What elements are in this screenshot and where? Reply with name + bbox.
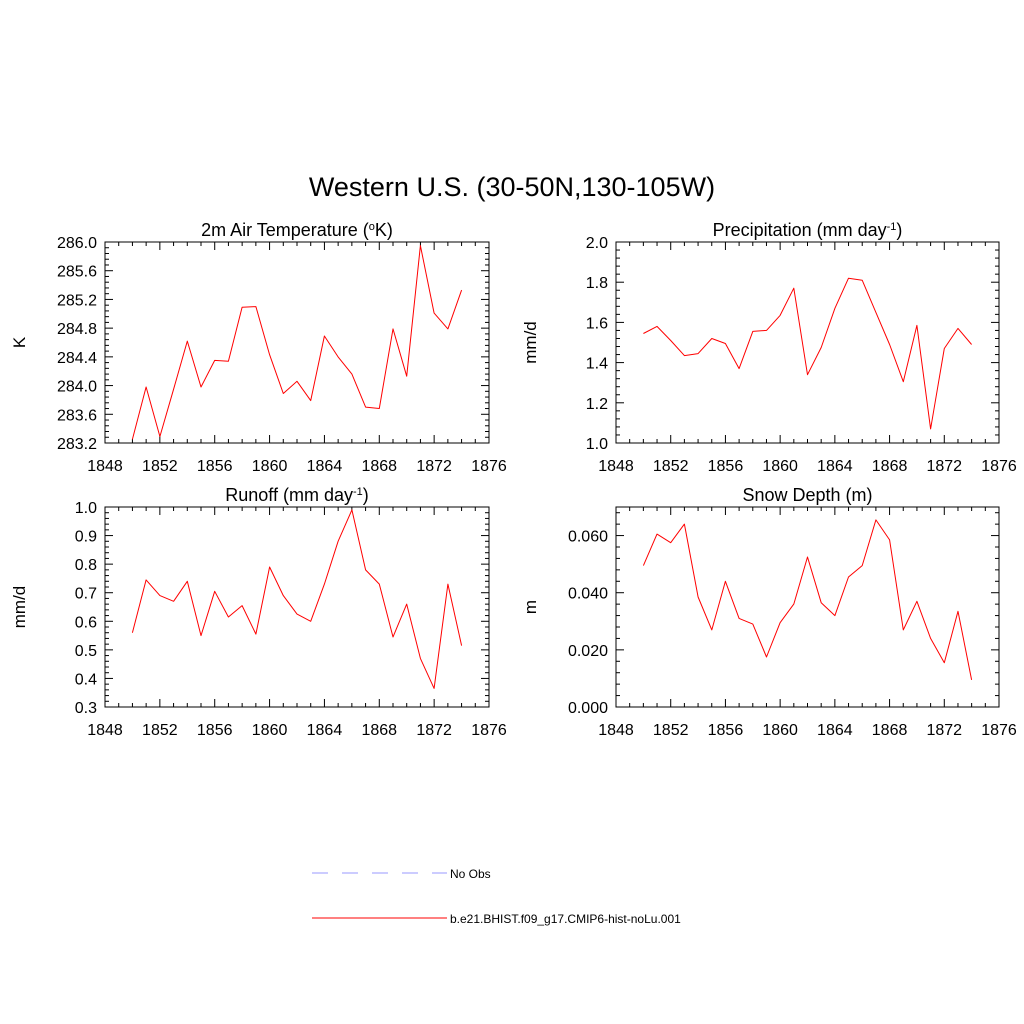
chart-title: Precipitation (mm day-1) bbox=[713, 220, 903, 240]
y-tick-label: 284.0 bbox=[57, 379, 97, 396]
y-axis-label: mm/d bbox=[10, 586, 29, 629]
x-tick-label: 1868 bbox=[361, 458, 397, 475]
chart-title-main: Precipitation (mm day bbox=[713, 220, 887, 240]
x-tick-label: 1848 bbox=[87, 722, 123, 739]
y-tick-label: 285.6 bbox=[57, 264, 97, 281]
figure-title: Western U.S. (30-50N,130-105W) bbox=[309, 172, 715, 202]
chart-title-tail: ) bbox=[363, 485, 369, 505]
x-tick-label: 1856 bbox=[708, 722, 744, 739]
x-tick-label: 1852 bbox=[653, 458, 689, 475]
y-tick-label: 284.4 bbox=[57, 350, 97, 367]
x-tick-label: 1868 bbox=[872, 722, 908, 739]
legend-item: No Obs bbox=[312, 867, 491, 881]
chart-title-main: Runoff (mm day bbox=[225, 485, 353, 505]
y-tick-label: 0.040 bbox=[568, 586, 608, 603]
x-tick-label: 1860 bbox=[762, 722, 798, 739]
x-tick-label: 1864 bbox=[817, 722, 853, 739]
x-tick-label: 1848 bbox=[598, 722, 634, 739]
chart-snow: 1848 1852 1856 1860 1864 1868 1872 1876 0.000 0.0… bbox=[521, 485, 1017, 739]
y-tick-label: 0.7 bbox=[75, 586, 97, 603]
y-tick-label: 283.6 bbox=[57, 407, 97, 424]
chart-title-tail: ) bbox=[896, 220, 902, 240]
y-tick-label: 2.0 bbox=[586, 235, 608, 252]
x-tick-label: 1872 bbox=[416, 722, 452, 739]
y-tick-label: 1.4 bbox=[586, 356, 608, 373]
y-tick-label: 1.2 bbox=[586, 396, 608, 413]
y-axis-label: K bbox=[10, 336, 29, 348]
chart-title-superscript: -1 bbox=[887, 221, 897, 233]
chart-runoff: 1848 1852 1856 1860 1864 1868 1872 1876 0.3 0.4 0.… bbox=[10, 485, 507, 739]
y-tick-label: 0.8 bbox=[75, 557, 97, 574]
y-tick-label: 0.5 bbox=[75, 643, 97, 660]
x-tick-label: 1852 bbox=[653, 722, 689, 739]
y-tick-label: 1.0 bbox=[75, 500, 97, 517]
x-tick-label: 1860 bbox=[762, 458, 798, 475]
chart-temp: 1848 1852 1856 1860 1864 1868 1872 1876 283.2 283… bbox=[10, 220, 507, 475]
chart-precip: 1848 1852 1856 1860 1864 1868 1872 1876 1.0 1.2 1.… bbox=[521, 220, 1017, 475]
legend-item: b.e21.BHIST.f09_g17.CMIP6-hist-noLu.001 bbox=[312, 912, 681, 926]
chart-title: 2m Air Temperature (oK) bbox=[201, 220, 393, 240]
chart-title-main: 2m Air Temperature ( bbox=[201, 220, 369, 240]
y-tick-label: 286.0 bbox=[57, 235, 97, 252]
y-axis-label: mm/d bbox=[521, 321, 540, 364]
x-tick-label: 1856 bbox=[708, 458, 744, 475]
series-line bbox=[642, 519, 973, 680]
y-tick-label: 0.020 bbox=[568, 643, 608, 660]
chart-title: Snow Depth (m) bbox=[742, 485, 872, 505]
x-tick-label: 1848 bbox=[87, 458, 123, 475]
x-tick-label: 1864 bbox=[307, 458, 343, 475]
x-tick-label: 1848 bbox=[598, 458, 634, 475]
legend-label: No Obs bbox=[450, 867, 491, 881]
y-tick-label: 0.3 bbox=[75, 700, 97, 717]
legend: No Obs b.e21.BHIST.f09_g17.CMIP6-hist-noL… bbox=[312, 867, 681, 926]
y-tick-label: 0.6 bbox=[75, 614, 97, 631]
x-tick-label: 1876 bbox=[471, 722, 507, 739]
x-tick-label: 1868 bbox=[872, 458, 908, 475]
y-tick-label: 1.6 bbox=[586, 315, 608, 332]
plot-frame bbox=[615, 241, 1000, 444]
y-tick-label: 1.8 bbox=[586, 275, 608, 292]
series-line bbox=[131, 509, 463, 689]
plot-frame bbox=[615, 506, 1000, 708]
y-axis-label: m bbox=[521, 600, 540, 614]
chart-title-tail: K) bbox=[375, 220, 393, 240]
y-tick-label: 0.4 bbox=[75, 671, 97, 688]
x-tick-label: 1864 bbox=[307, 722, 343, 739]
x-tick-label: 1876 bbox=[471, 458, 507, 475]
y-tick-label: 283.2 bbox=[57, 436, 97, 453]
x-tick-label: 1864 bbox=[817, 458, 853, 475]
legend-label: b.e21.BHIST.f09_g17.CMIP6-hist-noLu.001 bbox=[450, 912, 681, 926]
x-tick-label: 1876 bbox=[981, 722, 1017, 739]
series-line bbox=[131, 245, 463, 440]
chart-title-superscript: -1 bbox=[353, 486, 363, 498]
y-tick-label: 0.000 bbox=[568, 700, 608, 717]
x-tick-label: 1856 bbox=[197, 722, 233, 739]
y-tick-label: 0.9 bbox=[75, 529, 97, 546]
x-tick-label: 1868 bbox=[361, 722, 397, 739]
x-tick-label: 1852 bbox=[142, 458, 178, 475]
x-tick-label: 1860 bbox=[252, 722, 288, 739]
y-tick-label: 285.2 bbox=[57, 292, 97, 309]
plot-frame bbox=[104, 506, 490, 708]
x-tick-label: 1876 bbox=[981, 458, 1017, 475]
y-tick-label: 1.0 bbox=[586, 436, 608, 453]
x-tick-label: 1852 bbox=[142, 722, 178, 739]
x-tick-label: 1856 bbox=[197, 458, 233, 475]
x-tick-label: 1872 bbox=[926, 458, 962, 475]
chart-title-main: Snow Depth (m) bbox=[742, 485, 872, 505]
x-tick-label: 1872 bbox=[416, 458, 452, 475]
y-tick-label: 284.8 bbox=[57, 321, 97, 338]
x-tick-label: 1872 bbox=[926, 722, 962, 739]
chart-title-superscript: o bbox=[369, 221, 375, 233]
chart-title: Runoff (mm day-1) bbox=[225, 485, 369, 505]
plot-frame bbox=[104, 241, 490, 444]
panels: 1848 1852 1856 1860 1864 1868 1872 1876 283.2 283… bbox=[10, 220, 1017, 739]
x-tick-label: 1860 bbox=[252, 458, 288, 475]
series-line bbox=[643, 277, 972, 430]
y-tick-label: 0.060 bbox=[568, 529, 608, 546]
